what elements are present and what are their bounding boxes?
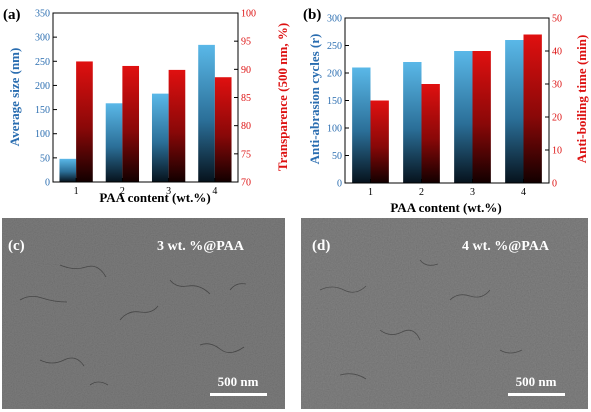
panel-a-x-tick-label: 2 (120, 186, 125, 197)
panel-b-bar-right-4 (523, 34, 542, 183)
sem-cracks-d (319, 259, 523, 380)
panel-a-bar-right-2 (122, 65, 140, 182)
panel-b-axes: 0 50 100 150 200 250 300 0 10 20 30 40 50 1 2 3 4 (327, 14, 562, 199)
panel-b-left-tick-label: 200 (327, 69, 342, 80)
panel-a-bar-right-1 (76, 61, 93, 182)
panel-b-bars (352, 34, 542, 183)
panel-c-label: (c) (8, 238, 25, 254)
panel-a-left-tick-label: 150 (35, 105, 50, 116)
panel-a-right-tick-label: 70 (241, 178, 251, 189)
panel-b-right-tick-label: 20 (552, 113, 562, 124)
panel-b-bar-left-1 (352, 67, 371, 183)
panel-a-right-ylabel: Transparence (500 nm, %) (275, 23, 290, 171)
panel-a-left-ylabel: Average size (nm) (7, 48, 22, 147)
panel-a-right-tick-label: 95 (241, 37, 251, 48)
scale-bar-d (508, 393, 565, 396)
panel-b-right-tick-label: 10 (552, 146, 562, 157)
panel-b: 0 50 100 150 200 250 300 0 10 20 30 40 50 1 2 3 4 (b) An… (303, 7, 589, 215)
panel-b-right-tick-label: 30 (552, 80, 562, 91)
panel-a-left-tick-label: 200 (35, 81, 50, 92)
panel-b-xlabel: PAA content (wt.%) (390, 200, 501, 215)
panel-b-x-tick-label: 1 (368, 187, 373, 198)
panel-a-right-tick-label: 75 (241, 149, 251, 160)
panel-b-x-tick-label: 4 (521, 187, 526, 198)
panel-a-left-tick-label: 100 (35, 129, 50, 140)
panel-d-label: (d) (312, 238, 330, 254)
panel-c-caption: 3 wt. %@PAA (157, 239, 245, 254)
scale-bar-c (210, 393, 267, 396)
panel-a-left-tick-label: 300 (35, 33, 50, 44)
panel-a-right-tick-label: 80 (241, 121, 251, 132)
panel-a-right-tick-label: 85 (241, 93, 251, 104)
sem-image-d: (d) 4 wt. %@PAA 500 nm (301, 218, 588, 409)
panel-a-left-tick-label: 50 (40, 153, 50, 164)
panel-b-bar-right-2 (421, 84, 440, 183)
sem-image-c: (c) 3 wt. %@PAA 500 nm (2, 218, 285, 409)
panel-b-left-tick-label: 0 (337, 179, 342, 190)
panel-b-right-tick-label: 50 (552, 14, 562, 25)
panel-a-bar-left-4 (198, 44, 215, 182)
panel-b-left-tick-label: 150 (327, 96, 342, 107)
panel-a-left-tick-label: 0 (45, 178, 50, 189)
panel-b-left-tick-label: 300 (327, 14, 342, 25)
panel-b-left-tick-label: 50 (332, 151, 342, 162)
panel-b-bar-left-3 (454, 51, 473, 183)
sem-cracks-c (19, 264, 247, 386)
panel-b-left-tick-label: 100 (327, 124, 342, 135)
panel-a-xlabel: PAA content (wt.%) (99, 190, 210, 205)
panel-b-label: (b) (303, 7, 321, 23)
panel-a-x-tick-label: 4 (212, 186, 217, 197)
panel-a-right-tick-label: 90 (241, 65, 251, 76)
panel-a-bar-right-4 (214, 77, 232, 182)
panel-a-bar-left-1 (59, 158, 77, 182)
panel-a-label: (a) (3, 7, 21, 23)
panel-b-right-ylabel: Anti-boiling time (min) (574, 35, 589, 164)
panel-b-right-tick-label: 40 (552, 47, 562, 58)
panel-b-bar-left-4 (505, 40, 524, 183)
panel-a-left-tick-label: 350 (35, 9, 50, 20)
panel-b-bar-right-1 (370, 100, 389, 183)
panel-a: 0 50 100 150 200 250 300 350 70 75 80 85 90 95 100 1 2 3 4… (3, 7, 290, 205)
panel-b-left-tick-label: 250 (327, 41, 342, 52)
panel-b-right-tick-label: 0 (552, 179, 557, 190)
panel-b-left-ylabel: Anti-abrasion cycles (r) (307, 34, 322, 165)
panel-a-bar-left-3 (151, 93, 169, 182)
panel-b-x-tick-label: 3 (470, 187, 475, 198)
panel-a-left-tick-label: 250 (35, 57, 50, 68)
panel-b-bar-left-2 (403, 62, 422, 183)
panel-a-bar-right-3 (168, 69, 186, 182)
panel-a-bars (59, 44, 232, 182)
panel-b-x-tick-label: 2 (419, 187, 424, 198)
panel-a-bar-left-2 (105, 103, 123, 182)
scale-label-c: 500 nm (218, 374, 259, 389)
panel-a-axes: 0 50 100 150 200 250 300 350 70 75 80 85 90 95 100 1 2 3 4 (35, 9, 256, 198)
sem-surface-c (2, 218, 285, 409)
sem-surface-d (301, 218, 588, 409)
panel-b-bar-right-3 (472, 51, 491, 183)
panel-d-caption: 4 wt. %@PAA (462, 239, 550, 254)
panel-a-x-tick-label: 3 (166, 186, 171, 197)
panel-a-right-tick-label: 100 (241, 9, 256, 20)
scale-label-d: 500 nm (516, 374, 557, 389)
panel-a-x-tick-label: 1 (74, 186, 79, 197)
